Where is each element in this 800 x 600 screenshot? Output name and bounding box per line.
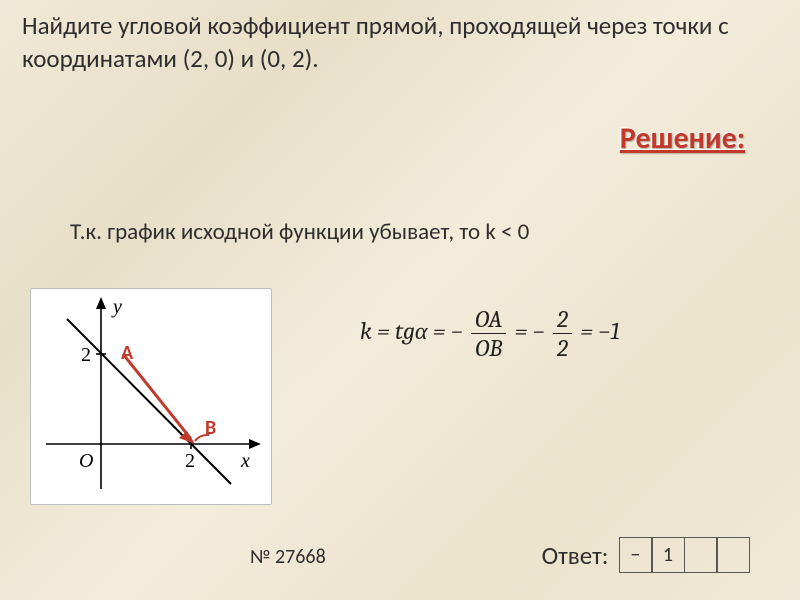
- point-b-label: B: [205, 416, 216, 440]
- y-tick-label: 2: [81, 344, 91, 366]
- x-tick-label: 2: [185, 450, 195, 472]
- formula-rhs: = −1: [580, 317, 620, 345]
- frac1-den: OB: [471, 334, 506, 362]
- explanation-text: Т.к. график исходной функции убывает, то…: [70, 218, 529, 246]
- answer-boxes[interactable]: − 1: [619, 537, 751, 573]
- graph-container: 2 2 y x O A B: [30, 288, 272, 505]
- answer-cell[interactable]: 1: [651, 537, 685, 573]
- solution-heading: Решение:: [620, 120, 745, 157]
- frac1-num: OA: [471, 305, 506, 334]
- problem-number: № 27668: [250, 545, 326, 569]
- fraction-2-2: 2 2: [553, 305, 572, 362]
- answer-cell[interactable]: [716, 537, 750, 573]
- answer-row: Ответ: − 1: [542, 537, 750, 573]
- answer-cell[interactable]: [684, 537, 718, 573]
- slope-formula: k = tgα = − OA OB = − 2 2 = −1: [360, 305, 620, 362]
- point-a-label: A: [121, 341, 133, 365]
- answer-cell[interactable]: −: [619, 537, 653, 573]
- answer-label: Ответ:: [542, 540, 609, 571]
- frac2-num: 2: [553, 305, 572, 334]
- formula-mid: = −: [515, 317, 545, 345]
- problem-statement: Найдите угловой коэффициент прямой, прох…: [22, 10, 762, 75]
- formula-lhs: k = tgα = −: [360, 317, 463, 345]
- coordinate-graph: 2 2 y x O: [31, 289, 271, 504]
- fraction-oa-ob: OA OB: [471, 305, 506, 362]
- origin-label: O: [79, 450, 93, 472]
- x-axis-label: x: [240, 450, 250, 472]
- frac2-den: 2: [553, 334, 572, 362]
- y-axis-label: y: [111, 296, 122, 318]
